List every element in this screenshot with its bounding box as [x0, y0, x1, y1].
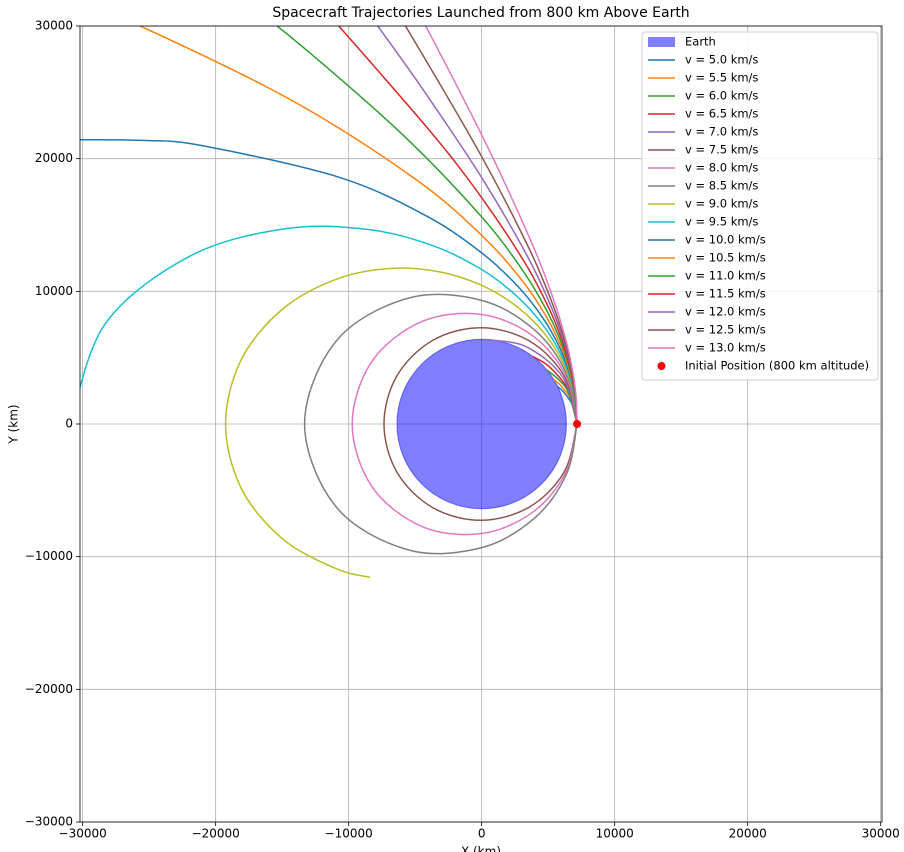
trajectory-line	[383, 326, 578, 522]
legend-label: v = 10.5 km/s	[685, 251, 766, 265]
x-tick-label: 30000	[862, 827, 900, 841]
earth	[396, 338, 567, 510]
legend-label: v = 9.0 km/s	[685, 197, 758, 211]
y-tick-label: 30000	[35, 19, 73, 33]
legend-swatch	[657, 362, 666, 370]
legend-label: v = 7.0 km/s	[685, 125, 758, 139]
legend-label: v = 5.5 km/s	[685, 71, 758, 85]
trajectory-line	[351, 312, 578, 536]
y-tick-label: 10000	[35, 284, 73, 298]
legend-label: v = 9.5 km/s	[685, 215, 758, 229]
x-tick-label: 10000	[596, 827, 634, 841]
legend-label: v = 12.5 km/s	[685, 323, 766, 337]
x-tick-label: 0	[478, 827, 486, 841]
y-tick-label: −10000	[25, 549, 73, 563]
legend-label: Initial Position (800 km altitude)	[685, 359, 869, 373]
legend-label: v = 5.0 km/s	[685, 53, 758, 67]
x-tick-label: −20000	[192, 827, 240, 841]
ticks: −30000 −20000 −10000 0 10000 20000 30000 −30000…	[25, 19, 900, 841]
plot-area	[80, 26, 582, 579]
x-tick-label: −30000	[59, 827, 107, 841]
y-tick-label: −30000	[25, 815, 73, 829]
legend-swatch	[648, 37, 675, 47]
trajectory-line	[80, 225, 578, 425]
initial-position-marker	[573, 420, 582, 428]
y-tick-label: 0	[65, 417, 73, 431]
y-axis-label: Y (km)	[7, 404, 21, 444]
legend-label: v = 6.5 km/s	[685, 107, 758, 121]
legend-label: v = 13.0 km/s	[685, 341, 766, 355]
x-axis-label: X (km)	[461, 845, 501, 852]
legend: Earth v = 5.0 km/s v = 5.5 km/s v = 6.0 km/…	[641, 31, 879, 381]
legend-label: v = 7.5 km/s	[685, 143, 758, 157]
chart-title: Spacecraft Trajectories Launched from 80…	[272, 5, 689, 21]
legend-label: v = 6.0 km/s	[685, 89, 758, 103]
x-tick-label: −10000	[325, 827, 373, 841]
legend-label: v = 10.0 km/s	[685, 233, 766, 247]
trajectory-line	[303, 293, 578, 555]
trajectory-line	[224, 267, 578, 579]
legend-label: v = 8.0 km/s	[685, 161, 758, 175]
legend-label: v = 12.0 km/s	[685, 305, 766, 319]
y-tick-label: −20000	[25, 682, 73, 696]
legend-label: v = 11.5 km/s	[685, 287, 766, 301]
y-tick-label: 20000	[35, 151, 73, 165]
x-tick-label: 20000	[729, 827, 767, 841]
legend-box	[641, 31, 879, 381]
legend-label: Earth	[685, 35, 716, 49]
legend-label: v = 8.5 km/s	[685, 179, 758, 193]
legend-label: v = 11.0 km/s	[685, 269, 766, 283]
trajectory-line	[424, 26, 578, 425]
